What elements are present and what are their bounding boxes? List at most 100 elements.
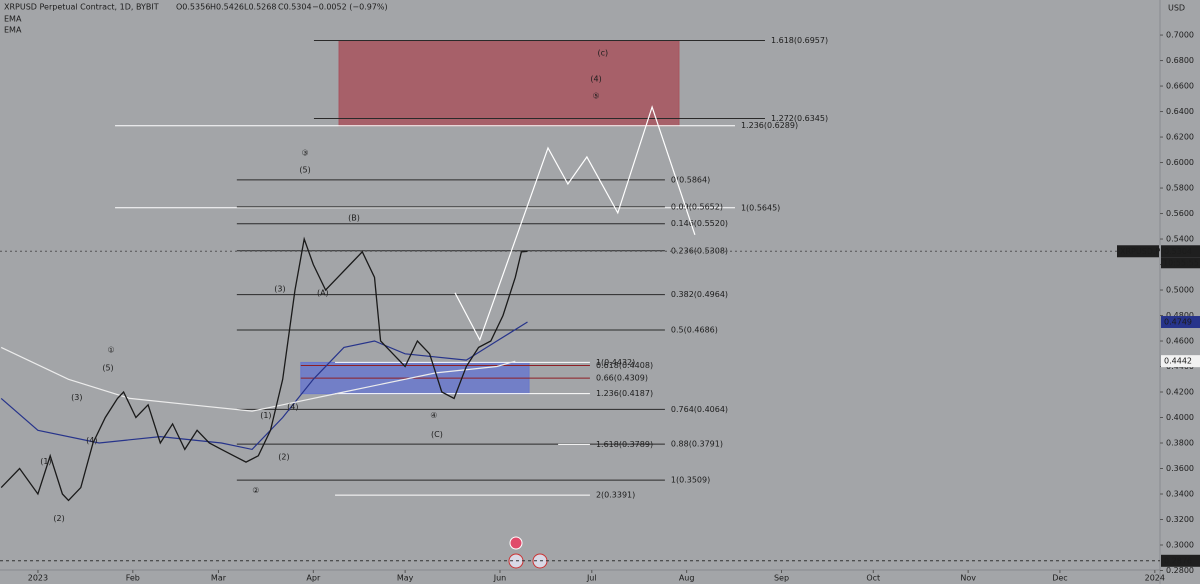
- y-tick-label: 0.3800: [1166, 439, 1194, 448]
- y-tick-label: 0.6600: [1166, 82, 1194, 91]
- y-tick-label: 0.3200: [1166, 515, 1194, 524]
- y-tick-label: 0.3000: [1166, 540, 1194, 549]
- x-tick-label: Apr: [306, 574, 321, 583]
- y-tick-label: 0.6800: [1166, 56, 1194, 65]
- wave-label: (A): [317, 288, 329, 297]
- header-title: XRPUSD Perpetual Contract, 1D, BYBIT: [4, 3, 159, 12]
- y-tick-label: 0.5400: [1166, 235, 1194, 244]
- ema-tag-bg: [1161, 355, 1200, 368]
- fib-label: 0.236(0.5308): [671, 246, 728, 255]
- y-tick-label: 0.3400: [1166, 489, 1194, 498]
- x-tick-label: Dec: [1052, 574, 1067, 583]
- axis-unit: USD: [1168, 4, 1185, 13]
- wave-label: (B): [348, 213, 360, 222]
- x-tick-label: Oct: [866, 574, 880, 583]
- wave-label: (2): [53, 514, 64, 523]
- x-tick-label: Jul: [586, 574, 597, 583]
- y-tick-label: 0.5600: [1166, 209, 1194, 218]
- x-tick-label: 2023: [28, 574, 48, 583]
- y-tick-label: 0.3600: [1166, 464, 1194, 473]
- wave-label: (c): [597, 49, 608, 58]
- ema-line: [0, 321, 528, 451]
- y-tick-label: 0.5000: [1166, 286, 1194, 295]
- ema-tag: 0.4442: [1164, 357, 1192, 366]
- ohlc-value: L0.5268: [244, 3, 276, 12]
- fib-label: 2(0.3391): [596, 491, 635, 500]
- y-tick-label: 0.4000: [1166, 413, 1194, 422]
- countdown: 10:55:55: [1163, 258, 1199, 267]
- fib-label: 0.09(0.5652): [671, 202, 723, 211]
- fib-label: 0.66(0.4309): [596, 374, 648, 383]
- x-tick-label: 2024: [1145, 574, 1165, 583]
- symbol-tag: XRPUSD.P: [1120, 247, 1161, 256]
- zone: [338, 40, 680, 127]
- y-tick-label: 0.4600: [1166, 337, 1194, 346]
- fib-label: 1.618(0.3789): [596, 440, 653, 449]
- y-tick-label: 0.7000: [1166, 31, 1194, 40]
- y-tick-label: 0.6400: [1166, 107, 1194, 116]
- x-tick-label: Aug: [679, 574, 695, 583]
- last-price-tag-bg: [1161, 245, 1200, 258]
- low-tag-bg: [1161, 554, 1200, 567]
- projection-path: [454, 105, 696, 342]
- fib-label: 0.618(0.4408): [596, 361, 653, 370]
- ema-line: [0, 346, 516, 412]
- ohlc-value: H0.5426: [210, 3, 244, 12]
- fib-label: 0.764(0.4064): [671, 405, 728, 414]
- ohlc-value: O0.5356: [176, 3, 210, 12]
- fib-label: 1(0.4432): [596, 358, 635, 367]
- wave-label: ③: [301, 148, 308, 157]
- symbol-tag-bg: [1117, 245, 1159, 258]
- legend-entry: EMA: [4, 26, 22, 35]
- wave-label: (5): [102, 363, 113, 372]
- fib-label: 0.5(0.4686): [671, 326, 718, 335]
- y-tick-label: 0.6200: [1166, 133, 1194, 142]
- x-tick-label: May: [397, 574, 414, 583]
- fib-label: 1.236(0.6289): [741, 121, 798, 130]
- last-price-tag: 0.5304: [1164, 247, 1192, 256]
- ohlc-value: −0.0052 (−0.97%): [312, 3, 388, 12]
- wave-label: (5): [299, 165, 310, 174]
- fib-label: 1.272(0.6345): [771, 114, 828, 123]
- fib-label: 0(0.5864): [671, 175, 710, 184]
- wave-label: (1): [40, 457, 51, 466]
- wave-label: (C): [431, 430, 443, 439]
- y-tick-label: 0.4800: [1166, 311, 1194, 320]
- price-line: [0, 236, 528, 502]
- wave-label: (4): [287, 402, 298, 411]
- y-tick-label: 0.6000: [1166, 158, 1194, 167]
- wave-label: (3): [71, 393, 82, 402]
- x-tick-label: Jun: [493, 574, 507, 583]
- wave-label: ④: [430, 411, 437, 420]
- x-tick-label: Feb: [126, 574, 140, 583]
- countdown-bg: [1161, 257, 1200, 269]
- fib-label: 0.88(0.3791): [671, 440, 723, 449]
- wave-label: ⑤: [592, 91, 599, 100]
- wave-label: (3): [274, 284, 285, 293]
- ohlc-value: C0.5304: [278, 3, 312, 12]
- y-tick-label: 0.5800: [1166, 184, 1194, 193]
- wave-label: (4): [590, 74, 601, 83]
- fib-label: 1(0.5645): [741, 203, 780, 212]
- x-tick-label: Nov: [960, 574, 976, 583]
- fib-label: 0.382(0.4964): [671, 290, 728, 299]
- wave-label: ①: [107, 345, 114, 354]
- wave-label: (1): [260, 411, 271, 420]
- fib-label: 1.236(0.4187): [596, 389, 653, 398]
- wave-label: (4): [86, 436, 97, 445]
- y-tick-label: 0.2800: [1166, 566, 1194, 575]
- fib-label: 0.146(0.5520): [671, 219, 728, 228]
- wave-label: (2): [278, 452, 289, 461]
- legend-entry: EMA: [4, 15, 22, 24]
- wave-label: ②: [252, 486, 259, 495]
- y-tick-label: 0.4200: [1166, 388, 1194, 397]
- ema-tag: 0.4749: [1164, 318, 1192, 327]
- fib-label: 1.618(0.6957): [771, 36, 828, 45]
- x-tick-label: Mar: [211, 574, 227, 583]
- low-tag: 0.2876: [1164, 556, 1192, 565]
- ema-tag-bg: [1161, 316, 1200, 329]
- x-tick-label: Sep: [774, 574, 789, 583]
- event-icon: [509, 536, 523, 550]
- fib-label: 1(0.3509): [671, 476, 710, 485]
